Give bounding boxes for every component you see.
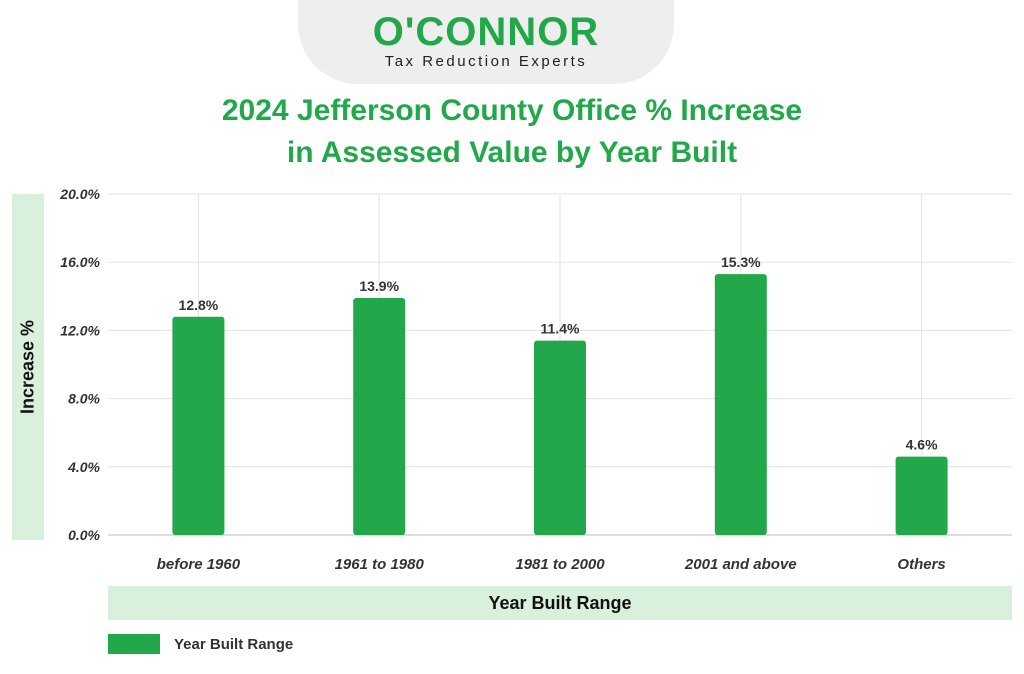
data-label: 11.4% [541, 321, 580, 337]
chart-title-line-2: in Assessed Value by Year Built [286, 136, 738, 169]
y-tick-label: 16.0% [60, 254, 100, 270]
logo-tagline: Tax Reduction Experts [384, 53, 588, 70]
y-tick-label: 12.0% [60, 322, 100, 338]
y-tick-label: 8.0% [68, 391, 100, 407]
y-tick-label: 0.0% [68, 527, 100, 543]
x-tick-label: 2001 and above [684, 556, 797, 573]
y-axis-label-band [12, 194, 44, 540]
x-tick-label: before 1960 [157, 556, 241, 573]
logo-wordmark: O'CONNOR [372, 10, 600, 54]
data-label: 15.3% [721, 254, 761, 270]
x-tick-label: Others [897, 556, 945, 573]
bar [353, 298, 406, 535]
data-label: 13.9% [359, 278, 399, 294]
chart-title-line-1: 2024 Jefferson County Office % Increase [221, 94, 803, 127]
bar [172, 316, 225, 535]
y-tick-label: 4.0% [67, 459, 100, 475]
bar [534, 340, 586, 535]
data-label: 12.8% [179, 297, 219, 313]
data-label: 4.6% [906, 437, 938, 453]
legend: Year Built Range [108, 633, 293, 655]
legend-swatch [108, 634, 160, 654]
chart-title: 2024 Jefferson County Office % Increase … [0, 90, 1024, 174]
x-tick-label: 1981 to 2000 [515, 556, 605, 573]
y-tick-label: 20.0% [59, 186, 100, 202]
bar [714, 274, 767, 535]
legend-label: Year Built Range [174, 635, 294, 653]
logo: O'CONNOR Tax Reduction Experts [298, 0, 674, 84]
x-axis-label: Year Built Range [108, 586, 1012, 620]
x-tick-label: 1961 to 1980 [335, 556, 425, 573]
bar [895, 456, 948, 535]
